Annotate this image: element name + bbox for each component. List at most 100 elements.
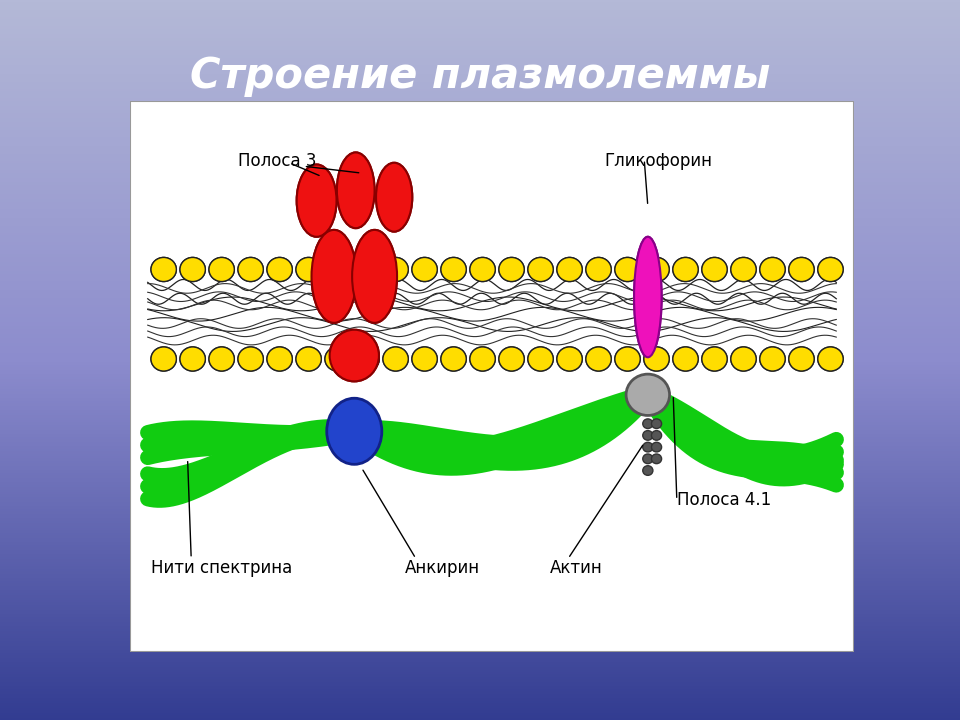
Bar xyxy=(0,146,960,149)
Bar xyxy=(0,228,960,230)
Bar xyxy=(0,585,960,588)
Text: Гликофорин: Гликофорин xyxy=(605,153,712,171)
Circle shape xyxy=(614,258,640,282)
Circle shape xyxy=(267,258,292,282)
Circle shape xyxy=(614,258,640,282)
Bar xyxy=(0,252,960,254)
Bar xyxy=(0,72,960,74)
Bar xyxy=(0,204,960,207)
Circle shape xyxy=(267,347,292,371)
Text: Актин: Актин xyxy=(550,559,603,577)
Bar xyxy=(0,562,960,564)
Circle shape xyxy=(731,258,756,282)
Circle shape xyxy=(759,347,785,371)
Bar xyxy=(0,43,960,45)
Circle shape xyxy=(673,347,698,371)
Bar xyxy=(0,19,960,22)
Circle shape xyxy=(789,258,814,282)
Bar xyxy=(0,384,960,387)
Bar xyxy=(0,588,960,590)
Circle shape xyxy=(818,347,843,371)
Bar xyxy=(0,194,960,197)
Bar xyxy=(0,338,960,341)
Bar xyxy=(0,621,960,624)
Bar xyxy=(0,595,960,598)
Bar xyxy=(0,715,960,718)
Bar xyxy=(0,506,960,509)
Bar xyxy=(0,58,960,60)
Circle shape xyxy=(702,258,727,282)
Bar xyxy=(0,502,960,504)
Bar xyxy=(0,461,960,463)
Bar xyxy=(0,218,960,221)
Circle shape xyxy=(383,258,408,282)
Bar xyxy=(0,706,960,708)
Circle shape xyxy=(441,258,467,282)
Circle shape xyxy=(557,347,582,371)
Bar xyxy=(0,55,960,58)
Circle shape xyxy=(412,258,437,282)
Circle shape xyxy=(238,347,263,371)
Bar xyxy=(0,449,960,451)
Circle shape xyxy=(209,258,234,282)
Bar xyxy=(0,367,960,369)
Bar xyxy=(0,387,960,389)
Bar xyxy=(0,713,960,715)
Bar xyxy=(0,689,960,691)
Bar xyxy=(0,173,960,175)
Bar xyxy=(0,459,960,461)
Bar xyxy=(0,477,960,480)
Bar xyxy=(0,91,960,94)
Circle shape xyxy=(818,258,843,282)
Circle shape xyxy=(614,347,640,371)
Circle shape xyxy=(412,258,437,282)
Circle shape xyxy=(354,347,379,371)
Bar xyxy=(0,84,960,86)
Bar xyxy=(0,677,960,679)
Bar xyxy=(0,389,960,391)
Bar xyxy=(0,89,960,91)
Circle shape xyxy=(469,258,495,282)
Circle shape xyxy=(238,347,263,371)
Bar xyxy=(0,446,960,449)
Circle shape xyxy=(238,258,263,282)
Bar xyxy=(0,408,960,410)
Bar xyxy=(0,657,960,660)
Bar xyxy=(0,533,960,535)
Bar xyxy=(0,379,960,382)
Circle shape xyxy=(586,347,612,371)
Circle shape xyxy=(528,258,553,282)
Bar xyxy=(0,202,960,204)
Bar xyxy=(0,192,960,194)
Bar xyxy=(0,315,960,317)
Bar xyxy=(0,583,960,585)
Bar xyxy=(0,279,960,281)
Ellipse shape xyxy=(376,163,412,232)
Circle shape xyxy=(818,347,843,371)
Bar xyxy=(0,293,960,295)
Bar xyxy=(0,168,960,171)
Bar xyxy=(0,331,960,333)
Bar xyxy=(0,360,960,362)
Bar xyxy=(0,297,960,300)
Text: Полоса 4.1: Полоса 4.1 xyxy=(677,491,771,509)
Bar xyxy=(0,646,960,648)
Bar xyxy=(0,660,960,662)
Circle shape xyxy=(557,258,582,282)
Bar xyxy=(0,578,960,581)
Bar xyxy=(0,50,960,53)
Bar xyxy=(0,230,960,233)
Bar xyxy=(0,542,960,545)
Bar xyxy=(0,7,960,9)
Bar xyxy=(0,701,960,703)
Bar xyxy=(0,711,960,713)
Bar xyxy=(0,643,960,646)
Circle shape xyxy=(643,431,653,440)
Bar xyxy=(0,117,960,120)
Bar xyxy=(0,144,960,146)
Bar xyxy=(0,593,960,595)
Circle shape xyxy=(499,347,524,371)
Bar xyxy=(0,650,960,653)
Bar xyxy=(0,439,960,441)
Bar xyxy=(0,27,960,29)
